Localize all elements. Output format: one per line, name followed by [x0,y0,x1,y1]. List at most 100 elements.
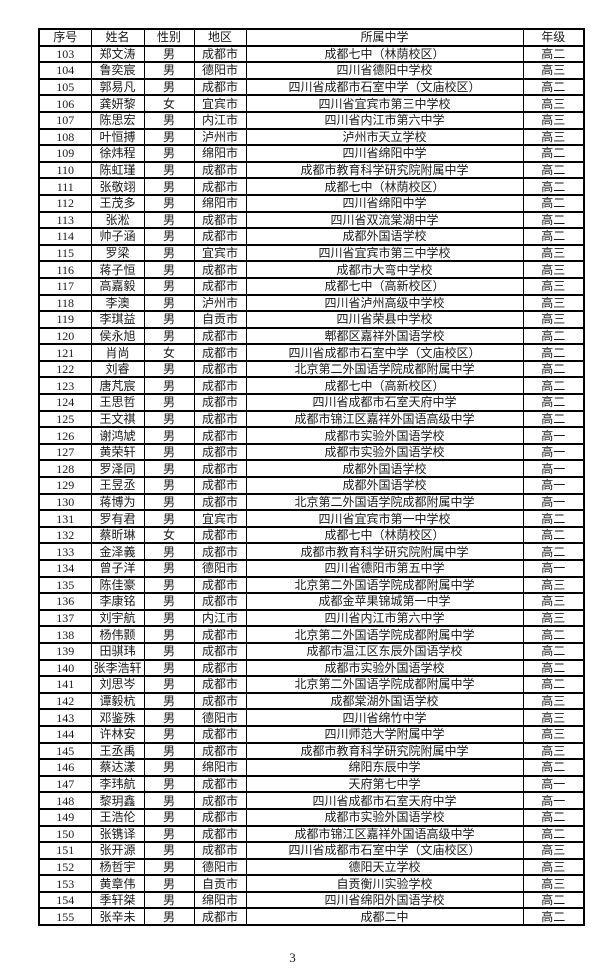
table-cell: 成都市 [193,459,247,479]
table-cell: 成都市 [193,177,247,196]
table-cell: 成都市 [193,641,247,661]
table-cell: 106 [38,94,92,113]
table-cell: 137 [38,608,92,628]
table-cell: 高三 [522,110,585,130]
table-cell: 129 [38,476,92,495]
table-cell: 107 [38,110,92,130]
table-row: 139 田骐玮男成都市 成都市温江区东辰外国语学校 高二 [38,641,585,661]
table-row: 104 鲁奕宸男德阳市 四川省德阳中学校 高三 [38,61,585,80]
table-cell: 150 [38,824,92,844]
table-cell: 高三 [522,724,585,744]
table-cell: 154 [38,890,92,910]
table-row: 130 蒋博为男成都市 北京第二外国语学院成都附属中学 高一 [38,492,585,512]
table-cell: 绵阳市 [193,890,247,910]
table-cell: 四川省内江市第六中学 [245,110,524,130]
table-header-row: 序号 姓名 性别 地区 所属中学 年级 [38,28,585,47]
table-row: 146 蔡达漾男绵阳市 绵阳东辰中学 高二 [38,758,585,777]
table-cell: 成都市 [193,160,247,180]
table-cell: 曾子洋 [90,559,145,578]
table-cell: 高二 [522,625,585,644]
table-cell: 成都市实验外国语学校 [245,658,524,678]
table-cell: 126 [38,426,92,445]
table-cell: 四川省德阳市第五中学 [245,559,524,578]
table-cell: 男 [143,193,195,213]
table-cell: 高二 [522,641,585,661]
table-cell: 蔡达漾 [90,758,145,777]
table-cell: 刘宇航 [90,608,145,628]
table-cell: 自贡市 [193,874,247,893]
table-cell: 男 [143,476,195,495]
table-cell: 成都市 [193,77,247,97]
table-cell: 高二 [522,193,585,213]
table-cell: 男 [143,575,195,595]
table-cell: 高一 [522,559,585,578]
table-cell: 男 [143,144,195,163]
table-cell: 四川省德阳中学校 [245,61,524,80]
table-cell: 北京第二外国语学院成都附属中学 [245,575,524,595]
table-cell: 成都七中（林荫校区） [245,44,524,64]
table-cell: 116 [38,260,92,279]
table-cell: 成都市 [193,426,247,445]
table-cell: 成都市锦江区嘉祥外国语高级中学 [245,409,524,429]
table-row: 131 罗有君男宜宾市 四川省宜宾市第一中学校 高二 [38,509,585,528]
table-cell: 男 [143,243,195,263]
table-cell: 男 [143,542,195,561]
table-cell: 104 [38,61,92,80]
table-row: 140 张李浩轩男成都市 成都市实验外国语学校 高二 [38,658,585,678]
table-cell: 王茂多 [90,193,145,213]
table-cell: 高二 [522,658,585,678]
table-row: 143 邓鉴殊男德阳市 四川省绵竹中学 高三 [38,708,585,727]
table-cell: 帅子涵 [90,227,145,246]
table-cell: 杨哲宇 [90,857,145,877]
table-row: 109 徐炜程男绵阳市 四川省绵阳中学 高二 [38,144,585,163]
table-cell: 龚妍黎 [90,94,145,113]
table-cell: 成都市实验外国语学校 [245,807,524,827]
table-cell: 男 [143,874,195,893]
table-cell: 高二 [522,525,585,545]
table-cell: 高二 [522,907,585,927]
table-cell: 114 [38,227,92,246]
table-cell: 成都市 [193,260,247,279]
table-cell: 内江市 [193,110,247,130]
table-cell: 高一 [522,442,585,462]
table-cell: 自贡衡川实验学校 [245,874,524,893]
table-cell: 男 [143,857,195,877]
table-row: 152 杨哲宇男德阳市 德阳天立学校 高三 [38,857,585,877]
table-cell: 女 [143,343,195,362]
table-cell: 谭毅杭 [90,691,145,711]
table-cell: 德阳天立学校 [245,857,524,877]
table-cell: 德阳市 [193,61,247,80]
table-cell: 男 [143,210,195,230]
table-cell: 邓鉴殊 [90,708,145,727]
table-cell: 王文祺 [90,409,145,429]
table-cell: 四川省绵阳外国语学校 [245,890,524,910]
table-cell: 高二 [522,326,585,346]
table-row: 111 张敬翊男成都市 成都七中（林荫校区） 高二 [38,177,585,196]
table-row: 155 张辛未男成都市 成都二中 高二 [38,907,585,927]
table-cell: 男 [143,326,195,346]
table-cell: 成都市 [193,343,247,362]
table-cell: 成都市 [193,542,247,561]
table-cell: 133 [38,542,92,561]
table-cell: 王思哲 [90,393,145,412]
table-cell: 高二 [522,542,585,561]
table-cell: 蔡昕琳 [90,525,145,545]
table-cell: 男 [143,592,195,611]
table-cell: 四川省宜宾市第三中学校 [245,243,524,263]
table-row: 124 王思哲男成都市 四川省成都市石室天府中学 高二 [38,393,585,412]
table-cell: 高三 [522,592,585,611]
table-row: 134 曾子洋男德阳市 四川省德阳市第五中学 高一 [38,559,585,578]
table-cell: 119 [38,310,92,329]
table-row: 118 李澳男泸州市 四川省泸州高级中学校 高三 [38,293,585,313]
col-header-region: 地区 [193,28,247,47]
table-cell: 成都市 [193,907,247,927]
table-cell: 成都市大弯中学校 [245,260,524,279]
table-cell: 郑文涛 [90,44,145,64]
table-row: 114 帅子涵男成都市 成都外国语学校 高二 [38,227,585,246]
table-cell: 成都二中 [245,907,524,927]
table-cell: 成都市教育科学研究院附属中学 [245,741,524,761]
table-cell: 四川省宜宾市第三中学校 [245,94,524,113]
table-cell: 四川省成都市石室中学（文庙校区） [245,343,524,362]
table-cell: 宜宾市 [193,509,247,528]
table-cell: 张开源 [90,841,145,860]
